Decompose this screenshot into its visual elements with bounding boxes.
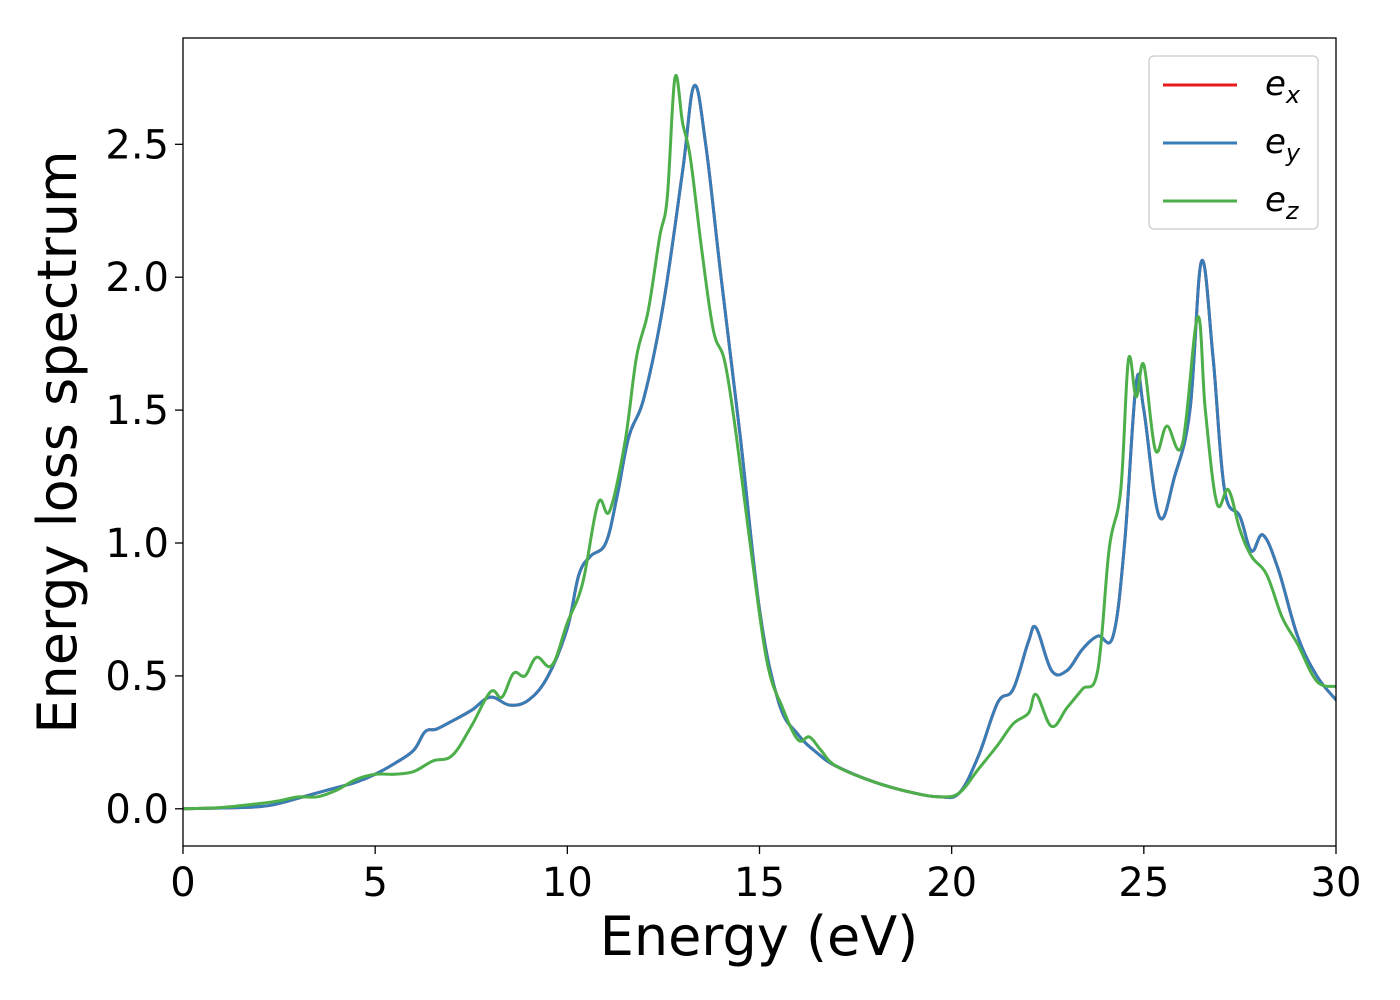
y-tick-label: 2.5 bbox=[105, 122, 169, 168]
x-tick-label: 25 bbox=[1118, 860, 1169, 906]
x-tick-label: 30 bbox=[1311, 860, 1362, 906]
legend: ex ey ez bbox=[1148, 55, 1319, 230]
x-tick-label: 20 bbox=[926, 860, 977, 906]
plot-area bbox=[183, 73, 1336, 811]
x-axis-title: Energy (eV) bbox=[600, 905, 919, 968]
axis-ticks: 0 5 10 15 20 25 30 0.0 0.5 1.0 1.5 2.0 2.5 bbox=[105, 122, 1361, 906]
x-tick-label: 5 bbox=[362, 860, 387, 906]
y-axis-title: Energy loss spectrum bbox=[26, 150, 89, 733]
legend-label-z: ez bbox=[1265, 180, 1300, 225]
y-tick-label: 1.5 bbox=[105, 388, 169, 434]
y-tick-label: 0.5 bbox=[105, 654, 169, 700]
x-tick-label: 0 bbox=[170, 860, 195, 906]
y-tick-label: 0.0 bbox=[105, 787, 169, 833]
legend-label-y: ey bbox=[1265, 122, 1301, 167]
x-tick-label: 15 bbox=[734, 860, 785, 906]
x-tick-label: 10 bbox=[542, 860, 593, 906]
y-tick-label: 2.0 bbox=[105, 255, 169, 301]
series-line-z bbox=[183, 73, 1336, 811]
y-tick-label: 1.0 bbox=[105, 521, 169, 567]
legend-label-x: ex bbox=[1265, 64, 1301, 109]
